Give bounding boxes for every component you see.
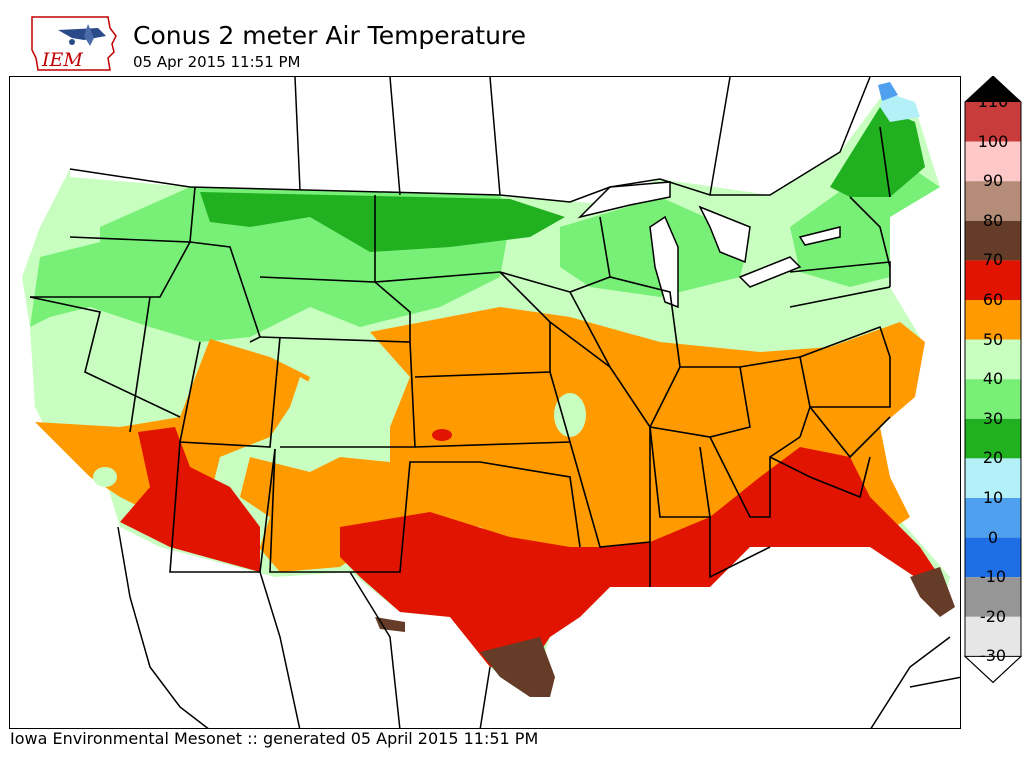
legend-tick-label: 0 bbox=[987, 527, 999, 547]
lake-ontario bbox=[798, 226, 841, 246]
band-20-30-newengland bbox=[830, 107, 925, 197]
page-subtitle: 05 Apr 2015 11:51 PM bbox=[133, 53, 301, 71]
band-70-80-south-texas bbox=[480, 637, 555, 697]
band-40-50-sw-island bbox=[93, 467, 117, 487]
country-borders bbox=[69, 77, 960, 728]
band-40-50-missouri-island bbox=[554, 393, 586, 437]
legend-swatch bbox=[965, 577, 1021, 617]
band-0-10-maine bbox=[878, 82, 898, 101]
legend-swatch bbox=[965, 181, 1021, 221]
lake-erie bbox=[738, 256, 802, 288]
legend-swatch bbox=[965, 102, 1021, 142]
legend-swatch bbox=[965, 220, 1021, 261]
legend-tick-label: 110 bbox=[977, 92, 1009, 111]
legend-swatch bbox=[965, 339, 1021, 380]
page-title: Conus 2 meter Air Temperature bbox=[133, 21, 527, 50]
legend-tick-label: 90 bbox=[982, 171, 1004, 191]
legend-swatch bbox=[965, 498, 1021, 538]
legend-tick-label: 40 bbox=[982, 369, 1004, 389]
legend-outline bbox=[964, 75, 1022, 684]
legend-swatch bbox=[965, 616, 1021, 657]
legend-swatch bbox=[965, 537, 1021, 578]
band-60-70-southwest bbox=[120, 427, 260, 572]
logo-text: IEM bbox=[41, 49, 83, 71]
band-70-80-florida bbox=[910, 567, 955, 617]
legend-tick-label: 30 bbox=[982, 408, 1004, 428]
legend-swatch bbox=[965, 458, 1021, 498]
lake-superior bbox=[577, 181, 671, 219]
lake-michigan bbox=[649, 215, 679, 309]
band-30-40-northeast bbox=[790, 167, 940, 287]
legend-tick-label: 70 bbox=[982, 250, 1004, 270]
footer-credit: Iowa Environmental Mesonet :: generated … bbox=[10, 729, 539, 748]
band-10-20-maine bbox=[880, 92, 920, 122]
state-borders bbox=[29, 126, 891, 587]
legend-swatch bbox=[965, 141, 1021, 182]
band-60-70-kansas-spot bbox=[432, 429, 452, 441]
legend-tick-label: 100 bbox=[977, 131, 1009, 151]
legend-tick-label: 50 bbox=[982, 329, 1004, 349]
legend-swatch bbox=[965, 260, 1021, 300]
legend-swatch bbox=[965, 379, 1021, 419]
legend-tick-label: -20 bbox=[979, 606, 1007, 626]
band-20-30-northplains bbox=[200, 192, 565, 252]
band-60-70-texas bbox=[340, 447, 940, 667]
legend-swatch bbox=[965, 300, 1021, 340]
band-50-60-south bbox=[35, 307, 925, 572]
lake-huron bbox=[698, 205, 751, 264]
temperature-map bbox=[9, 76, 961, 729]
legend-over-triangle bbox=[965, 76, 1021, 102]
iem-logo: IEM bbox=[28, 14, 120, 76]
band-70-80-gulf bbox=[375, 617, 405, 632]
legend-tick-label: 10 bbox=[982, 488, 1004, 507]
temperature-legend bbox=[962, 75, 1024, 696]
legend-tick-label: -30 bbox=[979, 646, 1007, 666]
legend-tick-label: 60 bbox=[982, 290, 1004, 309]
legend-tick-label: -10 bbox=[979, 567, 1007, 587]
legend-tick-label: 20 bbox=[982, 448, 1004, 468]
band-40-50-kansas bbox=[210, 377, 390, 547]
legend-tick-label: 80 bbox=[982, 210, 1004, 230]
legend-swatch bbox=[965, 418, 1021, 459]
